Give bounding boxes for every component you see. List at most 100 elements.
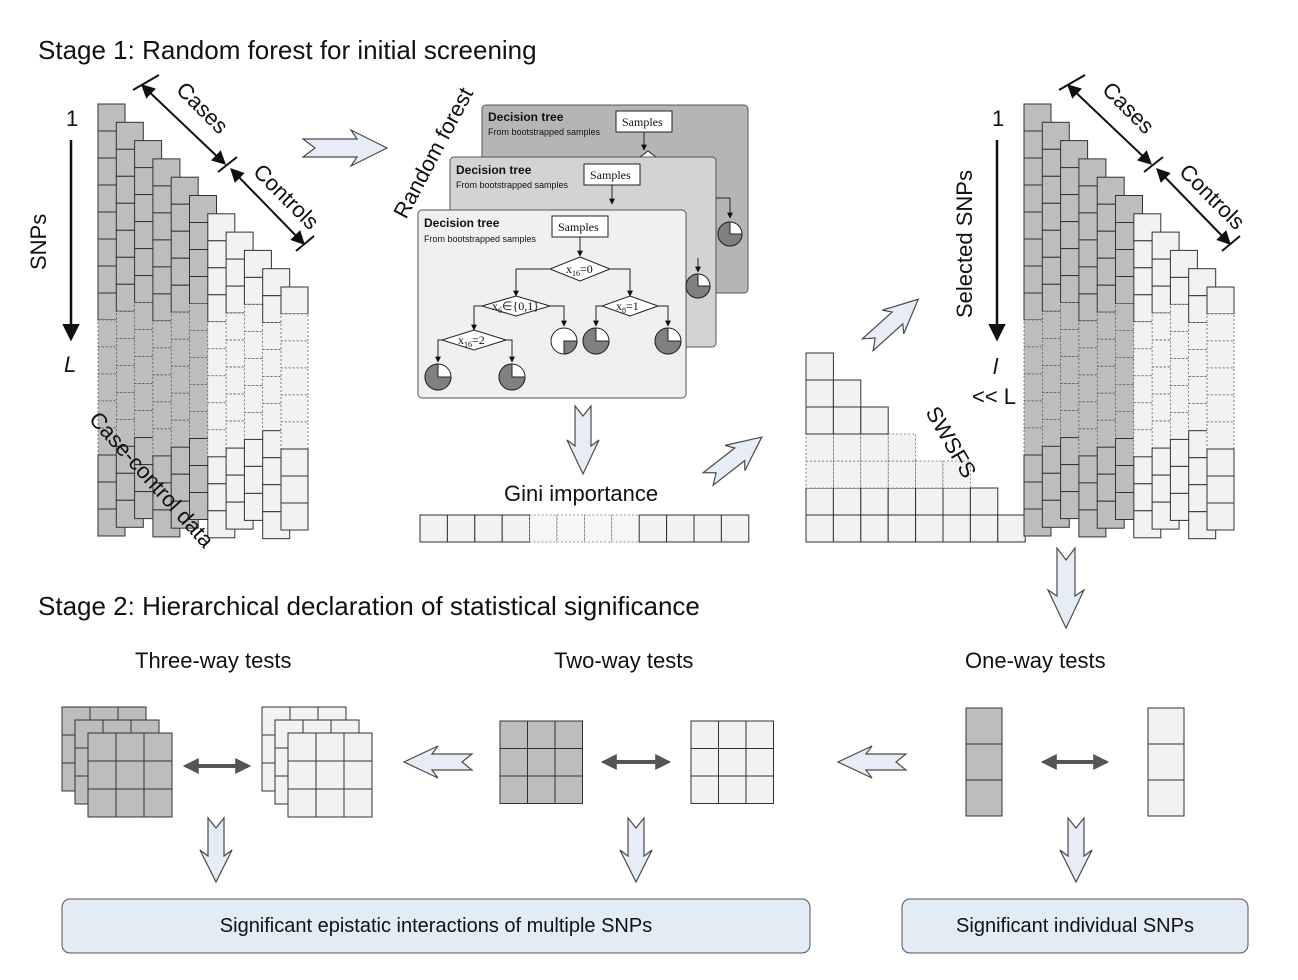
- control-cell: [280, 367, 309, 396]
- tree-mid-samples: Samples: [590, 168, 631, 182]
- decision-tree-front: Decision tree From bootstrapped samples …: [417, 209, 687, 399]
- case-cell: [97, 103, 126, 132]
- three-way-cell: [315, 760, 345, 790]
- two-way-cell: [554, 720, 583, 749]
- swsfs-cell: [805, 514, 834, 543]
- pie-back-right: [685, 273, 711, 299]
- pie-leaf-4: [424, 363, 452, 391]
- swsfs-cell: [887, 514, 917, 543]
- arrow-data-to-forest: [301, 128, 389, 168]
- arrow-two-to-result: [619, 816, 653, 884]
- gini-cell: [446, 514, 476, 543]
- two-way-cell: [718, 720, 747, 749]
- swsfs-staircase: [805, 352, 1026, 543]
- gini-label: Gini importance: [504, 481, 658, 506]
- three-way-cell: [343, 788, 373, 818]
- control-cell: [1206, 448, 1235, 477]
- result-individual-box: [901, 898, 1249, 954]
- pie-slice: [498, 363, 526, 391]
- tree-mid-title: Decision tree: [456, 163, 532, 177]
- three-way-case-grids: [61, 706, 173, 818]
- two-way-cell: [745, 775, 774, 804]
- arrow-one-to-result: [1059, 816, 1093, 884]
- arrow-swsfs-to-selected: [860, 298, 920, 353]
- swsfs-cell: [942, 460, 971, 489]
- three-way-cell: [315, 732, 345, 762]
- pie-leaf-5: [498, 363, 526, 391]
- selected-index-start: 1: [992, 106, 1004, 131]
- two-way-label: Two-way tests: [554, 648, 693, 673]
- control-cell: [280, 286, 309, 315]
- swsfs-cell: [915, 514, 944, 543]
- one-way-case-column: [965, 707, 1003, 817]
- two-way-control-grid: [690, 720, 774, 804]
- swsfs-cell: [860, 487, 889, 516]
- arrow-forest-to-gini: [566, 404, 600, 476]
- swsfs-cell: [832, 487, 862, 516]
- control-cell: [262, 268, 291, 297]
- control-cell: [1206, 394, 1235, 423]
- tree-back-samples: Samples: [622, 115, 663, 129]
- two-way-cell: [499, 775, 528, 804]
- tree-back-title: Decision tree: [488, 110, 564, 124]
- one-way-label: One-way tests: [965, 648, 1106, 673]
- cases-dimension-right: [1058, 74, 1164, 173]
- controls-dimension-right: [1156, 167, 1241, 252]
- pie-slice: [563, 340, 578, 355]
- control-cell: [1206, 313, 1235, 342]
- swsfs-cell: [832, 406, 862, 435]
- stage2-title: Stage 2: Hierarchical declaration of sta…: [38, 591, 700, 621]
- swsfs-cell: [860, 514, 889, 543]
- two-way-cell: [690, 775, 719, 804]
- cases-dimension: [132, 74, 238, 173]
- two-way-cell: [499, 748, 528, 777]
- control-cell: [280, 421, 309, 450]
- two-way-cell: [554, 775, 583, 804]
- gini-cell: [720, 514, 750, 543]
- controls-dimension: [230, 167, 315, 252]
- three-way-cell: [287, 760, 317, 790]
- three-way-cell: [343, 760, 373, 790]
- gini-cell: [611, 514, 640, 543]
- two-way-cell: [690, 748, 719, 777]
- three-way-cell: [115, 788, 145, 818]
- pie-slice: [717, 221, 743, 247]
- swsfs-cell: [887, 433, 916, 462]
- three-way-cell: [343, 732, 373, 762]
- control-cell: [280, 313, 309, 342]
- tree-mid-subtitle: From bootstrapped samples: [456, 180, 569, 190]
- pie-slice: [685, 273, 711, 299]
- three-way-cell: [315, 788, 345, 818]
- gini-cell: [556, 514, 585, 543]
- three-way-cell: [87, 760, 117, 790]
- cases-label: Cases: [171, 77, 233, 139]
- pie-leaf-1: [550, 327, 578, 355]
- one-way-cell: [965, 779, 1003, 817]
- tree-front-subtitle: From bootstrapped samples: [424, 234, 537, 244]
- controls-label-right: Controls: [1174, 159, 1250, 235]
- swsfs-cell: [942, 514, 971, 543]
- result-individual-text: Significant individual SNPs: [956, 915, 1194, 937]
- swsfs-cell: [997, 514, 1026, 543]
- three-way-label: Three-way tests: [135, 648, 292, 673]
- three-way-cell: [87, 788, 117, 818]
- pie-leaf-2: [582, 327, 610, 355]
- case-control-stack: [97, 103, 309, 540]
- three-way-cell: [143, 732, 173, 762]
- snp-index-end: L: [64, 352, 76, 377]
- control-cell: [280, 502, 309, 531]
- two-way-cell: [527, 748, 556, 777]
- swsfs-cell: [915, 460, 944, 489]
- node-right: x8=1: [616, 299, 639, 315]
- result-multiple-text: Significant epistatic interactions of mu…: [220, 915, 652, 937]
- control-cell: [280, 340, 309, 369]
- three-way-cell: [287, 788, 317, 818]
- gini-cell: [584, 514, 613, 543]
- gini-cell: [474, 514, 503, 543]
- two-way-cell: [554, 748, 583, 777]
- swsfs-cell: [805, 433, 834, 462]
- three-way-cell: [115, 760, 145, 790]
- swsfs-cell: [805, 487, 834, 516]
- tree-back-subtitle: From bootstrapped samples: [488, 127, 601, 137]
- two-way-cell: [690, 720, 719, 749]
